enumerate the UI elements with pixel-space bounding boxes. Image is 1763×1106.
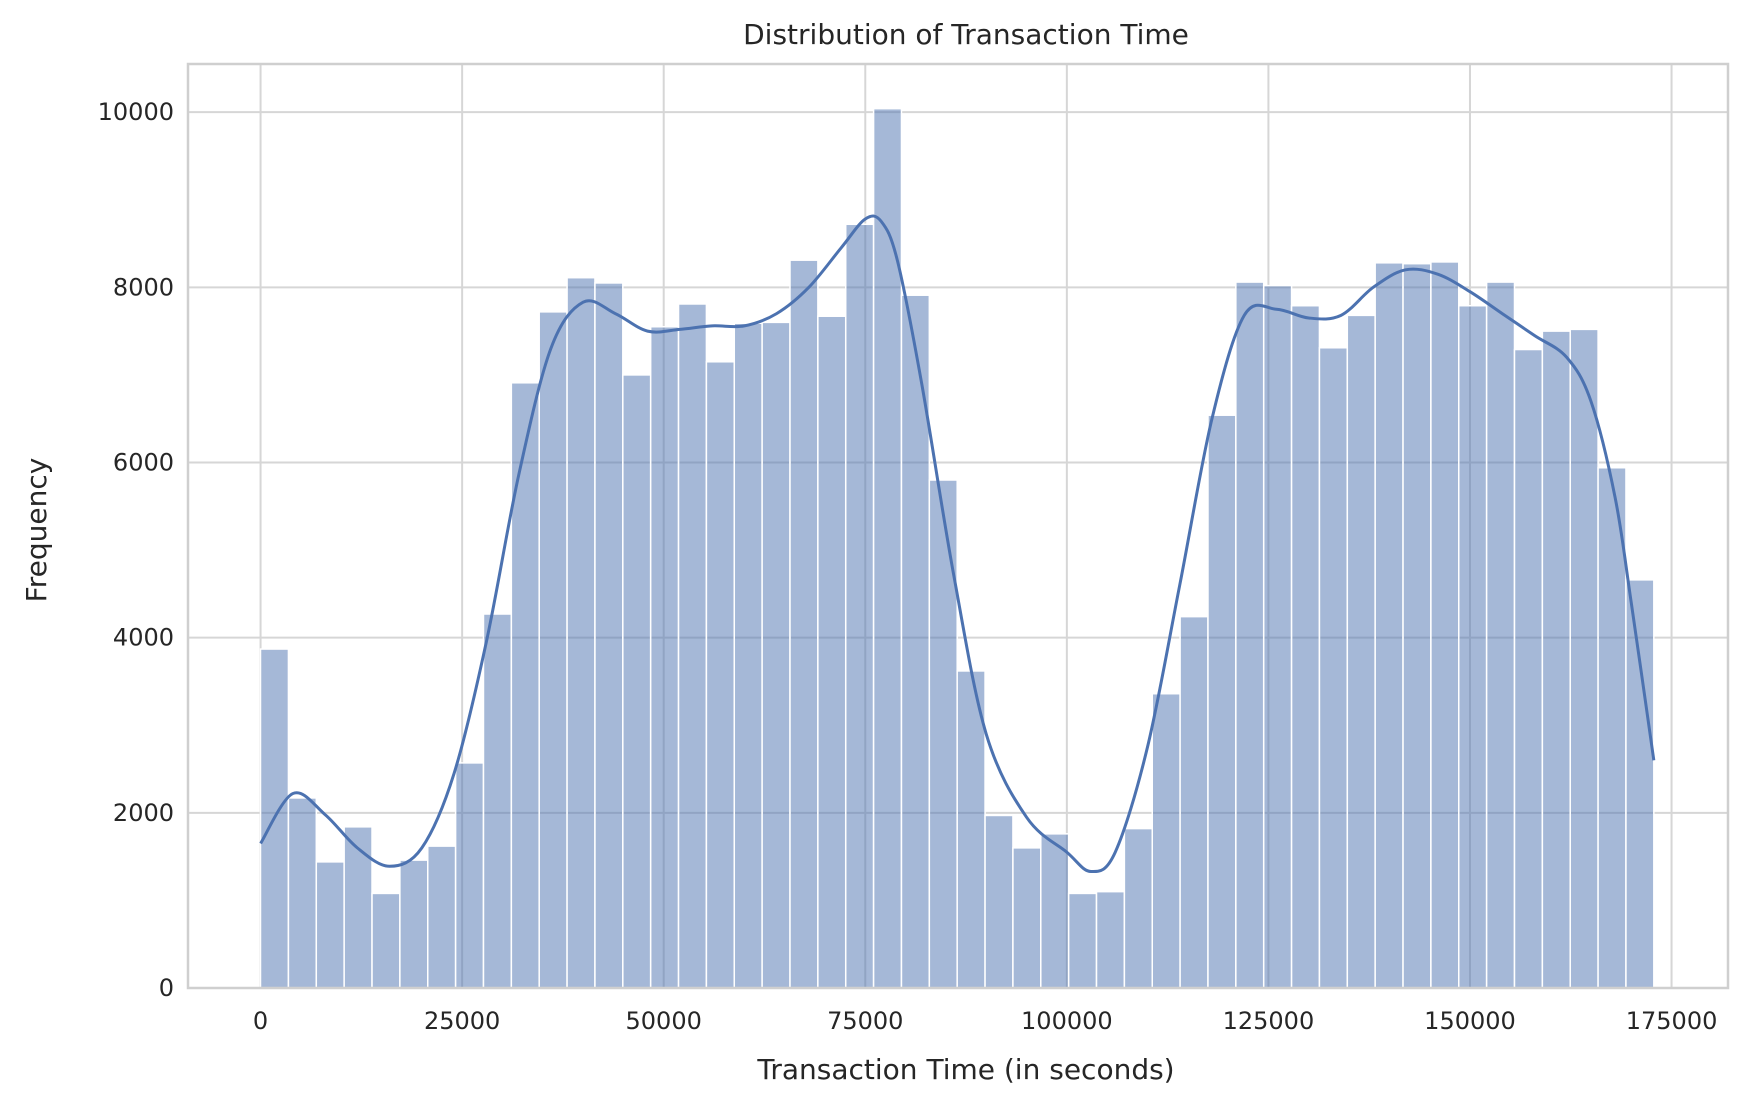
histogram-bar xyxy=(538,311,568,989)
x-tick-label: 150000 xyxy=(1424,1007,1516,1035)
histogram-bar xyxy=(789,259,819,989)
histogram-bar xyxy=(1012,847,1042,989)
x-tick-label: 50000 xyxy=(626,1007,702,1035)
y-tick-label: 10000 xyxy=(98,98,174,126)
histogram-bar xyxy=(427,845,457,989)
histogram-bar xyxy=(761,321,791,989)
y-tick-label: 6000 xyxy=(113,449,174,477)
histogram-bar xyxy=(1123,827,1153,989)
histogram-bar xyxy=(1346,314,1376,989)
histogram-bar xyxy=(1262,284,1293,989)
histogram-bar xyxy=(677,303,708,989)
histogram-bar xyxy=(1541,330,1571,989)
histogram-bar xyxy=(1040,833,1070,989)
y-tick-label: 8000 xyxy=(113,273,174,301)
histogram-bar xyxy=(928,479,958,989)
histogram-bar xyxy=(1151,692,1181,989)
histogram-bar xyxy=(371,892,401,989)
histogram-bar xyxy=(1235,281,1265,989)
y-tick-label: 2000 xyxy=(113,799,174,827)
histogram-bar xyxy=(454,762,485,989)
histogram-bar xyxy=(817,315,847,989)
histogram-bar xyxy=(1374,262,1404,989)
histogram-bar xyxy=(872,107,903,989)
kde-curve xyxy=(259,214,1656,874)
x-tick-label: 175000 xyxy=(1626,1007,1718,1035)
y-tick-label: 0 xyxy=(159,974,174,1002)
histogram-bar xyxy=(1485,281,1516,989)
histogram-bar xyxy=(1207,414,1237,989)
histogram-bars xyxy=(259,107,1655,989)
histogram-bar xyxy=(1569,328,1599,989)
histogram-bar xyxy=(287,797,318,989)
histogram-bar xyxy=(1067,892,1098,989)
histogram-bar xyxy=(510,382,540,989)
histogram-bar xyxy=(622,374,652,989)
x-tick-label: 100000 xyxy=(1021,1007,1113,1035)
histogram-bar xyxy=(343,826,373,989)
histogram-bar xyxy=(315,861,345,989)
histogram-bar xyxy=(594,282,624,989)
y-tick-label: 4000 xyxy=(113,624,174,652)
histogram-bar xyxy=(1430,261,1460,989)
histogram-bar xyxy=(1290,304,1321,989)
histogram-bar xyxy=(733,322,763,989)
histogram-bar xyxy=(705,361,736,989)
x-axis-ticks: 0 25000 50000 75000 100000 125000 150000 175000 xyxy=(253,1007,1717,1035)
histogram-bar xyxy=(566,276,596,989)
histogram-bar xyxy=(1318,347,1349,989)
histogram-bar xyxy=(1458,304,1488,989)
histogram-bar xyxy=(844,223,875,989)
y-axis-label: Frequency xyxy=(20,458,53,603)
x-tick-label: 125000 xyxy=(1223,1007,1315,1035)
x-tick-label: 25000 xyxy=(424,1007,500,1035)
histogram-bar xyxy=(984,814,1014,989)
x-tick-label: 0 xyxy=(253,1007,268,1035)
chart-title: Distribution of Transaction Time xyxy=(743,18,1189,51)
plot-frame xyxy=(186,62,1730,990)
histogram-bar xyxy=(1625,579,1655,989)
histogram-bar xyxy=(1095,890,1126,989)
histogram-bar xyxy=(1513,348,1544,989)
x-tick-label: 75000 xyxy=(827,1007,903,1035)
histogram-bar xyxy=(399,859,429,989)
y-axis-ticks: 0 2000 4000 6000 8000 10000 xyxy=(98,98,174,1002)
x-axis-label: Transaction Time (in seconds) xyxy=(756,1053,1174,1086)
histogram-bar xyxy=(1402,262,1432,989)
histogram-bar xyxy=(649,325,680,989)
histogram-bar xyxy=(1179,615,1209,989)
histogram-bar xyxy=(482,613,513,989)
